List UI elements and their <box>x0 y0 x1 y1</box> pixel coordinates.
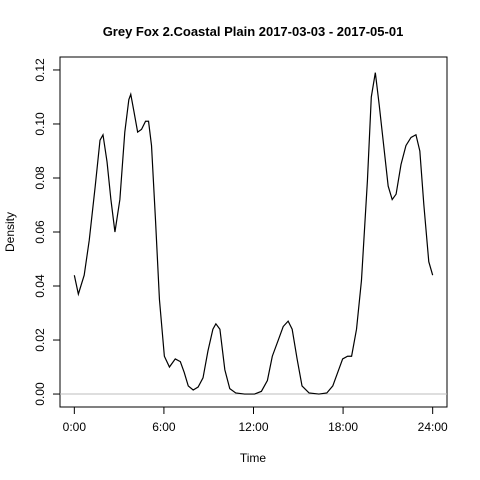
y-tick-label: 0.00 <box>33 382 47 406</box>
density-line <box>73 72 434 395</box>
y-tick-label: 0.02 <box>33 328 47 352</box>
y-tick-label: 0.06 <box>33 220 47 244</box>
y-tick-label: 0.04 <box>33 274 47 298</box>
x-tick-label: 6:00 <box>152 420 176 434</box>
x-tick-label: 0:00 <box>63 420 87 434</box>
y-axis-label: Density <box>3 212 17 252</box>
y-tick-label: 0.12 <box>33 58 47 82</box>
y-tick-label: 0.08 <box>33 166 47 190</box>
y-tick-label: 0.10 <box>33 112 47 136</box>
x-tick-label: 24:00 <box>418 420 448 434</box>
x-axis-label: Time <box>240 451 267 465</box>
x-tick-label: 12:00 <box>238 420 268 434</box>
x-tick-label: 18:00 <box>328 420 358 434</box>
chart-title: Grey Fox 2.Coastal Plain 2017-03-03 - 20… <box>103 24 404 39</box>
